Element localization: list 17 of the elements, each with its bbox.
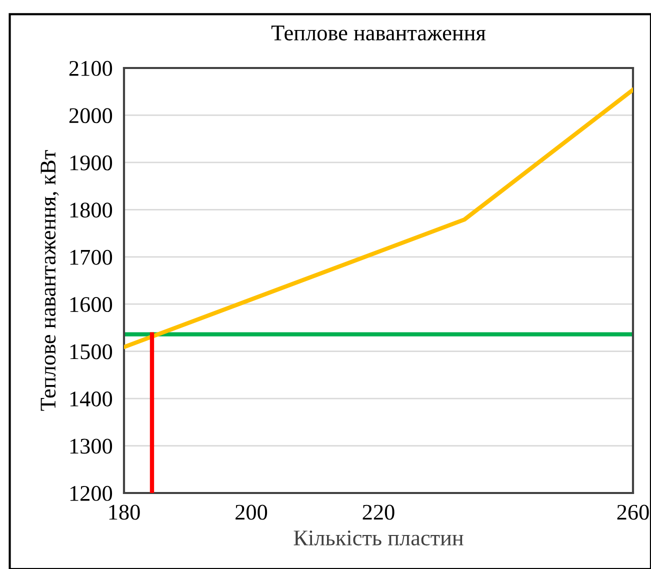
y-tick-label: 1800 xyxy=(70,202,112,218)
y-tick-label: 1900 xyxy=(70,155,112,170)
y-tick-label: 1200 xyxy=(70,486,112,501)
y-tick-label: 1300 xyxy=(70,438,112,454)
x-tick-label: 220 xyxy=(362,504,394,520)
y-tick-label: 2100 xyxy=(69,60,112,76)
x-tick-label: 260 xyxy=(617,504,649,520)
y-tick-label: 1600 xyxy=(70,297,112,312)
x-axis-title: Кількість пластин xyxy=(294,530,464,546)
y-tick-label: 1400 xyxy=(70,391,112,406)
x-tick-label: 200 xyxy=(236,504,268,520)
y-tick-label: 1700 xyxy=(70,250,112,265)
chart-title: Теплове навантаження xyxy=(271,26,486,40)
y-tick-label: 2000 xyxy=(69,108,112,124)
x-tick-label: 180 xyxy=(109,504,140,520)
y-tick-label: 1500 xyxy=(70,344,112,360)
y-axis-title: Теплове навантаження, кВт xyxy=(40,150,59,411)
